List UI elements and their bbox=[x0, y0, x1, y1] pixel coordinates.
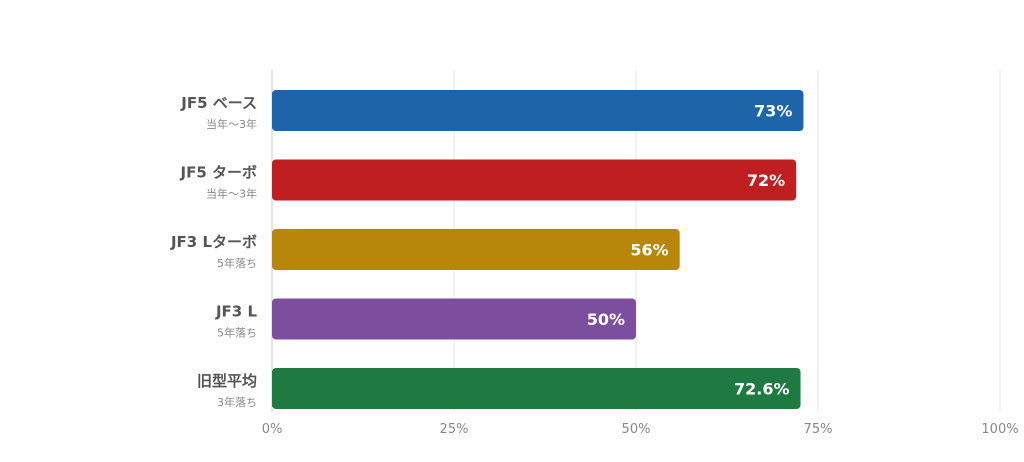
bar-value-label: 72.6% bbox=[734, 380, 790, 399]
bar-5 bbox=[272, 368, 801, 409]
category-sublabel: 当年〜3年 bbox=[206, 187, 257, 201]
bar-3 bbox=[272, 229, 680, 270]
bar-4 bbox=[272, 298, 636, 340]
x-tick-label: 100% bbox=[981, 422, 1018, 437]
bar-2 bbox=[272, 159, 797, 201]
x-tick-label: 75% bbox=[804, 422, 833, 437]
category-label: JF5 ターボ bbox=[180, 164, 258, 182]
x-tick-label: 50% bbox=[622, 422, 651, 437]
x-axis-ticks: 0% 25% 50% 75% 100% bbox=[262, 422, 1019, 437]
category-label: 旧型平均 bbox=[197, 372, 257, 390]
bar-value-label: 72% bbox=[747, 171, 785, 190]
category-sublabel: 当年〜3年 bbox=[206, 117, 257, 131]
bar-value-label: 56% bbox=[630, 241, 668, 260]
category-sublabel: 5年落ち bbox=[217, 256, 257, 270]
category-sublabel: 3年落ち bbox=[217, 395, 257, 409]
x-tick-label: 25% bbox=[440, 422, 469, 437]
bars: 73% 72% 56% 50% 72.6% bbox=[272, 90, 804, 409]
category-sublabel: 5年落ち bbox=[217, 326, 257, 340]
category-label: JF3 Lターボ bbox=[170, 233, 257, 251]
x-tick-label: 0% bbox=[262, 422, 283, 437]
category-label: JF5 ベース bbox=[180, 94, 257, 112]
bar-value-label: 73% bbox=[754, 102, 792, 121]
category-label: JF3 L bbox=[215, 303, 257, 321]
bar-value-label: 50% bbox=[587, 310, 625, 329]
bar-1 bbox=[272, 90, 804, 131]
